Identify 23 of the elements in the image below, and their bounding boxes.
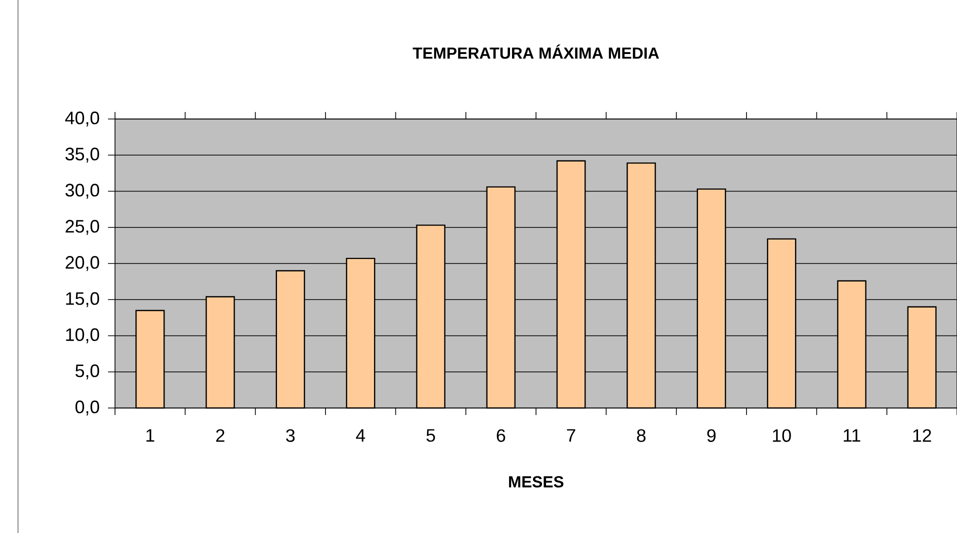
y-tick-label: 0,0 (75, 400, 100, 416)
x-axis-title: MESES (509, 476, 564, 488)
chart-title: TEMPERATURA MÁXIMA MEDIA (412, 44, 659, 59)
x-tick-label: 12 (913, 429, 932, 442)
x-tick-label: 9 (707, 429, 716, 442)
y-tick-label: 30,0 (65, 184, 100, 199)
x-tick-label: 8 (637, 429, 646, 442)
x-tick-label: 10 (772, 429, 791, 442)
x-tick-label: 1 (146, 429, 154, 442)
x-tick-label: 5 (426, 429, 436, 442)
y-tick-label: 40,0 (65, 112, 100, 126)
x-tick-label: 4 (356, 429, 366, 442)
x-tick-label: 7 (567, 429, 576, 442)
x-tick-label: 11 (844, 429, 860, 442)
y-tick-label: 5,0 (76, 364, 100, 380)
y-tick-label: 35,0 (65, 148, 100, 163)
x-tick-label: 2 (216, 429, 224, 442)
y-tick-label: 10,0 (66, 328, 100, 344)
y-tick-label: 25,0 (66, 220, 100, 235)
x-tick-label: 3 (286, 429, 295, 442)
x-tick-label: 6 (496, 429, 506, 442)
y-tick-label: 20,0 (66, 256, 100, 271)
y-tick-label: 15,0 (66, 292, 100, 308)
